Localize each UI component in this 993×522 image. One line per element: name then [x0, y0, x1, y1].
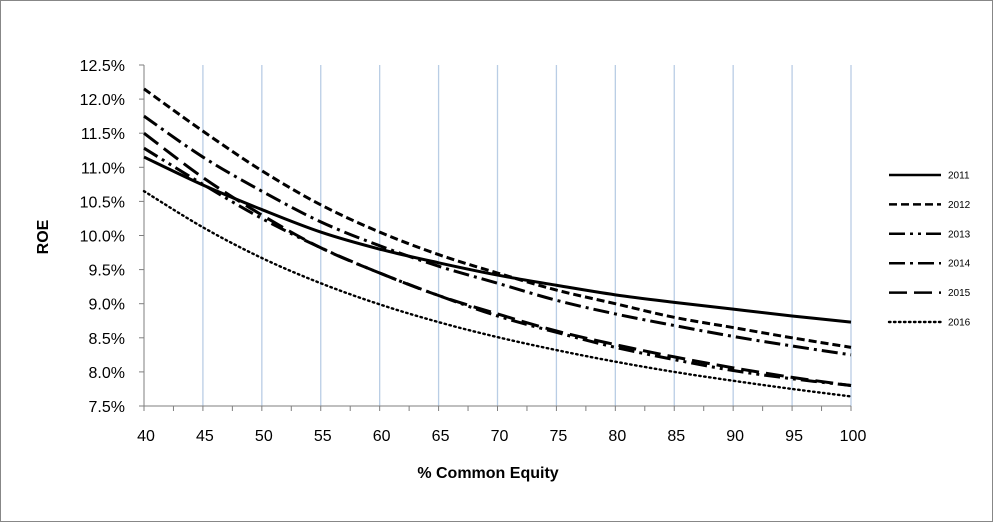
x-tick-label: 75	[550, 428, 568, 445]
series-line-2011	[143, 155, 852, 324]
y-tick-label: 9.5%	[89, 263, 125, 280]
y-tick-label: 12.0%	[80, 92, 125, 109]
y-tick-label: 12.5%	[80, 58, 125, 75]
legend-label-2011: 2011	[948, 171, 970, 182]
x-tick-label: 60	[373, 428, 391, 445]
series-lines	[142, 87, 853, 398]
x-tick-label: 100	[840, 428, 867, 445]
axes	[139, 64, 852, 411]
legend-label-2014: 2014	[948, 259, 971, 270]
y-tick-label: 7.5%	[89, 399, 125, 416]
x-tick-label: 65	[432, 428, 450, 445]
x-tick-label: 85	[667, 428, 685, 445]
legend-label-2013: 2013	[948, 229, 971, 240]
x-tick-label: 80	[608, 428, 626, 445]
legend-label-2012: 2012	[948, 200, 971, 211]
legend-label-2016: 2016	[948, 318, 971, 329]
y-axis-title: ROE	[35, 219, 52, 254]
y-tick-labels: 7.5% 8.0% 8.5% 9.0% 9.5% 10.0% 10.5% 11.0% 11.5%…	[80, 58, 125, 416]
y-tick-label: 11.5%	[81, 126, 125, 143]
legend-label-2015: 2015	[948, 288, 971, 299]
series-line-2016	[142, 189, 853, 398]
x-axis-title: % Common Equity	[417, 465, 558, 482]
x-tick-label: 90	[726, 428, 744, 445]
y-tick-label: 11.0%	[81, 160, 125, 177]
y-tick-label: 8.0%	[89, 365, 125, 382]
y-tick-label: 9.0%	[89, 297, 125, 314]
series-line-2014	[143, 114, 852, 357]
series-line-2013	[143, 146, 852, 388]
series-line-2015	[143, 132, 852, 388]
legend: 2011 2012 2013 2014 2015 2016	[887, 171, 971, 329]
y-tick-label: 10.5%	[80, 194, 125, 211]
series-line-2012	[143, 87, 852, 349]
x-tick-label: 50	[255, 428, 273, 445]
y-tick-label: 8.5%	[89, 331, 125, 348]
x-tick-label: 45	[196, 428, 214, 445]
x-tick-labels: 40 45 50 55 60 65 70 75 80 85 90 95 100	[137, 428, 866, 445]
x-tick-label: 40	[137, 428, 155, 445]
x-tick-label: 95	[785, 428, 803, 445]
x-tick-label: 70	[491, 428, 509, 445]
y-tick-label: 10.0%	[80, 229, 125, 246]
x-tick-label: 55	[314, 428, 332, 445]
